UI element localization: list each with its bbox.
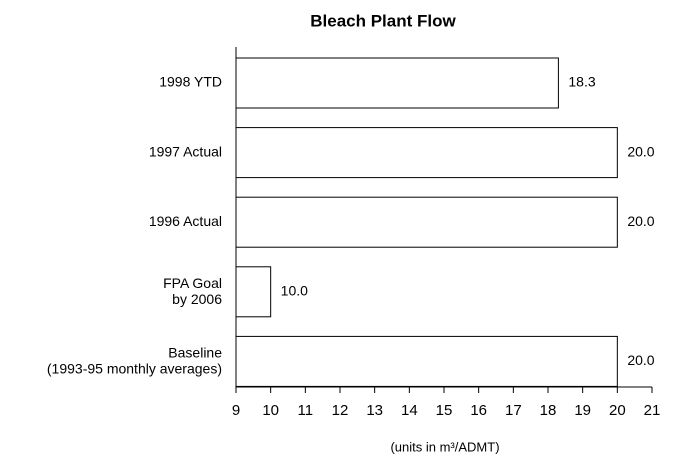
x-tick-label: 17 bbox=[505, 402, 522, 419]
x-tick-label: 16 bbox=[470, 402, 487, 419]
bar bbox=[235, 266, 272, 318]
value-label: 10.0 bbox=[281, 283, 308, 299]
x-tick-label: 19 bbox=[574, 402, 591, 419]
x-tick-label: 9 bbox=[232, 402, 240, 419]
chart-title: Bleach Plant Flow bbox=[310, 11, 456, 30]
bar bbox=[235, 335, 618, 387]
y-tick-label: 1997 Actual bbox=[149, 143, 222, 159]
bar bbox=[235, 196, 618, 248]
y-tick-label: 1996 Actual bbox=[149, 213, 222, 229]
value-label: 20.0 bbox=[627, 352, 654, 368]
x-tick-label: 12 bbox=[332, 402, 349, 419]
x-tick-label: 10 bbox=[262, 402, 279, 419]
x-axis-label: (units in m³/ADMT) bbox=[390, 439, 499, 454]
x-tick-label: 20 bbox=[609, 402, 626, 419]
bar bbox=[235, 127, 618, 179]
y-tick-label: Baseline (1993-95 monthly averages) bbox=[47, 344, 222, 376]
bar bbox=[235, 57, 559, 109]
x-tick-label: 18 bbox=[540, 402, 557, 419]
x-tick-label: 15 bbox=[436, 402, 453, 419]
y-tick-label: FPA Goal by 2006 bbox=[163, 275, 222, 307]
x-tick-label: 11 bbox=[298, 402, 314, 419]
value-label: 20.0 bbox=[627, 213, 654, 229]
value-label: 18.3 bbox=[568, 74, 595, 90]
value-label: 20.0 bbox=[627, 143, 654, 159]
y-tick-label: 1998 YTD bbox=[159, 74, 222, 90]
x-tick-label: 13 bbox=[366, 402, 383, 419]
x-tick-label: 14 bbox=[401, 402, 418, 419]
x-tick-label: 21 bbox=[644, 402, 661, 419]
